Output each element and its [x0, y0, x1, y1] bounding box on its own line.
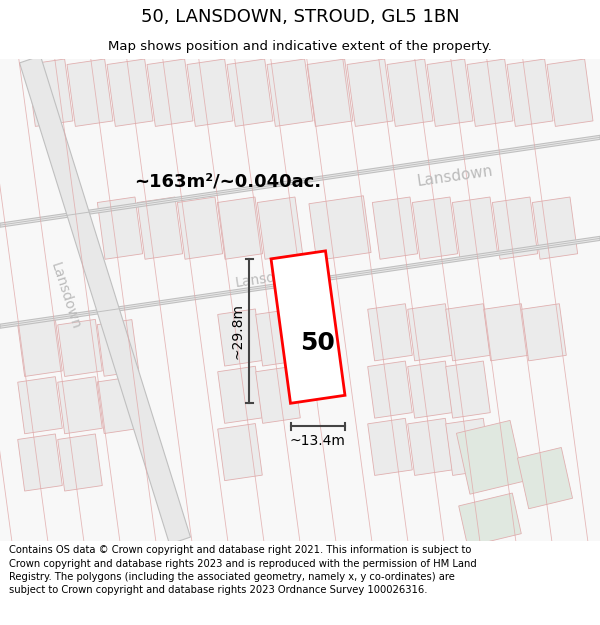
Polygon shape: [484, 304, 528, 361]
Polygon shape: [522, 304, 566, 361]
Polygon shape: [256, 366, 300, 423]
Polygon shape: [452, 197, 497, 259]
Polygon shape: [408, 304, 452, 361]
Polygon shape: [368, 361, 412, 418]
Polygon shape: [467, 59, 513, 126]
Polygon shape: [58, 377, 102, 434]
Polygon shape: [459, 493, 521, 546]
Text: Lansdown: Lansdown: [47, 261, 82, 331]
Polygon shape: [309, 196, 371, 261]
Polygon shape: [217, 197, 263, 259]
Polygon shape: [408, 361, 452, 418]
Polygon shape: [257, 197, 302, 259]
Polygon shape: [58, 434, 102, 491]
Polygon shape: [218, 309, 262, 366]
Polygon shape: [227, 59, 273, 126]
Polygon shape: [271, 251, 345, 403]
Polygon shape: [20, 56, 190, 544]
Polygon shape: [67, 59, 113, 126]
Polygon shape: [18, 377, 62, 434]
Polygon shape: [457, 421, 524, 494]
Polygon shape: [493, 197, 538, 259]
Text: ~163m²/~0.040ac.: ~163m²/~0.040ac.: [134, 173, 322, 190]
Text: Lansdown: Lansdown: [416, 163, 494, 189]
Polygon shape: [408, 418, 452, 476]
Text: Map shows position and indicative extent of the property.: Map shows position and indicative extent…: [108, 40, 492, 52]
Polygon shape: [387, 59, 433, 126]
Polygon shape: [97, 377, 139, 434]
Polygon shape: [412, 197, 458, 259]
Polygon shape: [446, 418, 490, 476]
Polygon shape: [507, 59, 553, 126]
Polygon shape: [368, 418, 412, 476]
Polygon shape: [373, 197, 418, 259]
Polygon shape: [347, 59, 393, 126]
Polygon shape: [517, 448, 572, 509]
Polygon shape: [446, 304, 490, 361]
Polygon shape: [178, 197, 223, 259]
Polygon shape: [58, 319, 102, 376]
Polygon shape: [137, 197, 182, 259]
Polygon shape: [18, 319, 62, 376]
Text: ~29.8m: ~29.8m: [230, 303, 244, 359]
Polygon shape: [547, 59, 593, 126]
Polygon shape: [256, 309, 300, 366]
Polygon shape: [0, 236, 600, 328]
Polygon shape: [0, 135, 600, 228]
Polygon shape: [532, 197, 578, 259]
Polygon shape: [368, 304, 412, 361]
Polygon shape: [97, 197, 143, 259]
Polygon shape: [446, 361, 490, 418]
Text: ~13.4m: ~13.4m: [290, 434, 346, 447]
Polygon shape: [427, 59, 473, 126]
Polygon shape: [147, 59, 193, 126]
Polygon shape: [18, 434, 62, 491]
Text: 50: 50: [301, 331, 335, 355]
Polygon shape: [307, 59, 353, 126]
Text: 50, LANSDOWN, STROUD, GL5 1BN: 50, LANSDOWN, STROUD, GL5 1BN: [140, 8, 460, 26]
Polygon shape: [27, 59, 73, 126]
Polygon shape: [107, 59, 153, 126]
Polygon shape: [267, 59, 313, 126]
Text: Contains OS data © Crown copyright and database right 2021. This information is : Contains OS data © Crown copyright and d…: [9, 545, 477, 595]
Polygon shape: [218, 366, 262, 423]
Polygon shape: [97, 319, 139, 376]
Polygon shape: [187, 59, 233, 126]
Text: Lansdown: Lansdown: [235, 266, 305, 290]
Polygon shape: [218, 424, 262, 481]
